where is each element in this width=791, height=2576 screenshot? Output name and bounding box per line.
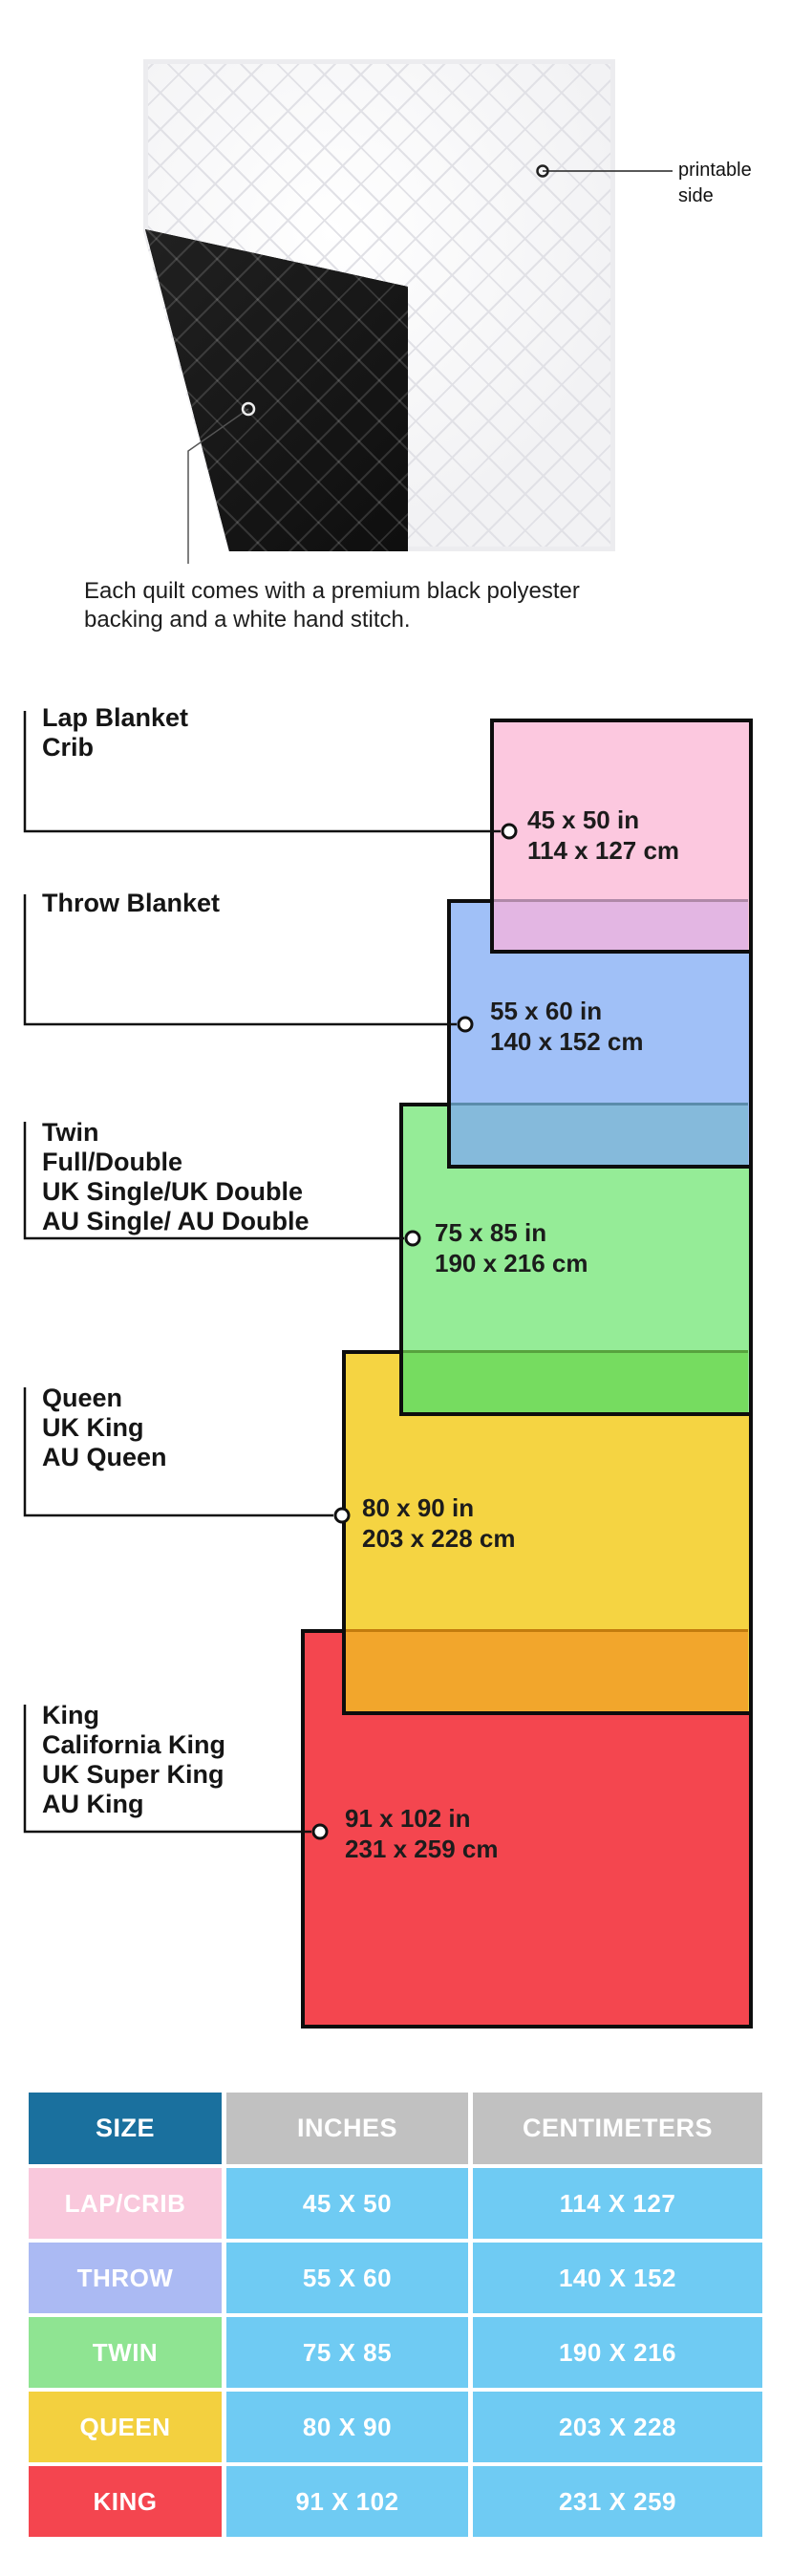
label-twin-line: UK Single/UK Double — [42, 1177, 304, 1206]
label-throw-line: Throw Blanket — [42, 889, 221, 917]
size-note-cm: 114 x 127 cm — [527, 836, 680, 865]
table-row-queen-cm: 203 X 228 — [473, 2392, 762, 2462]
size-note-inches: 80 x 90 in — [362, 1493, 475, 1522]
quilt-caption: Each quilt comes with a premium black po… — [84, 578, 580, 633]
table-row-twin-size: TWIN — [29, 2317, 222, 2388]
quilt-illustration — [143, 59, 615, 551]
size-note-lap: 45 x 50 in 114 x 127 cm — [527, 805, 679, 866]
label-queen-line: AU Queen — [42, 1443, 167, 1471]
label-throw: Throw Blanket — [42, 889, 220, 918]
table-row-king-inches: 91 X 102 — [226, 2466, 468, 2537]
label-king-line: AU King — [42, 1790, 144, 1818]
table-header-size: SIZE — [29, 2093, 222, 2164]
overlap-queen-king — [346, 1629, 748, 1711]
label-twin-line: Full/Double — [42, 1148, 182, 1176]
table-row-king-size: KING — [29, 2466, 222, 2537]
table-row-twin-cm: 190 X 216 — [473, 2317, 762, 2388]
label-twin-line: AU Single/ AU Double — [42, 1207, 310, 1235]
table-row-lap-size: LAP/CRIB — [29, 2168, 222, 2239]
label-king-line: California King — [42, 1730, 226, 1759]
size-note-cm: 140 x 152 cm — [490, 1027, 644, 1056]
table-row-king-cm: 231 X 259 — [473, 2466, 762, 2537]
size-table: SIZE INCHES CENTIMETERS LAP/CRIB 45 X 50… — [29, 2093, 762, 2537]
table-row-queen-inches: 80 X 90 — [226, 2392, 468, 2462]
table-row-twin-inches: 75 X 85 — [226, 2317, 468, 2388]
overlap-twin-queen — [403, 1350, 748, 1412]
label-lap: Lap Blanket Crib — [42, 703, 188, 762]
label-twin-line: Twin — [42, 1118, 99, 1147]
label-lap-line: Lap Blanket — [42, 703, 189, 732]
overlap-twin-throw — [451, 1103, 748, 1165]
printable-side-label: printable side — [678, 160, 752, 206]
size-note-twin: 75 x 85 in 190 x 216 cm — [435, 1217, 588, 1278]
label-lap-line: Crib — [42, 733, 94, 762]
table-row-throw-inches: 55 X 60 — [226, 2243, 468, 2313]
label-king: King California King UK Super King AU Ki… — [42, 1701, 225, 1819]
overlap-lap-throw — [494, 899, 748, 950]
label-queen-line: Queen — [42, 1384, 123, 1412]
table-header-centimeters: CENTIMETERS — [473, 2093, 762, 2164]
table-row-lap-cm: 114 X 127 — [473, 2168, 762, 2239]
size-note-queen: 80 x 90 in 203 x 228 cm — [362, 1492, 515, 1554]
size-note-inches: 75 x 85 in — [435, 1218, 547, 1247]
label-queen: Queen UK King AU Queen — [42, 1384, 167, 1472]
size-note-inches: 45 x 50 in — [527, 805, 640, 834]
label-twin: Twin Full/Double UK Single/UK Double AU … — [42, 1118, 310, 1236]
table-header-inches: INCHES — [226, 2093, 468, 2164]
size-note-cm: 190 x 216 cm — [435, 1249, 588, 1277]
size-note-king: 91 x 102 in 231 x 259 cm — [345, 1803, 498, 1864]
size-note-throw: 55 x 60 in 140 x 152 cm — [490, 996, 643, 1057]
table-row-lap-inches: 45 X 50 — [226, 2168, 468, 2239]
table-row-throw-cm: 140 X 152 — [473, 2243, 762, 2313]
size-note-cm: 231 x 259 cm — [345, 1835, 499, 1863]
table-row-throw-size: THROW — [29, 2243, 222, 2313]
label-king-line: King — [42, 1701, 99, 1729]
table-row-queen-size: QUEEN — [29, 2392, 222, 2462]
size-note-cm: 203 x 228 cm — [362, 1524, 516, 1553]
label-king-line: UK Super King — [42, 1760, 224, 1789]
size-note-inches: 91 x 102 in — [345, 1804, 471, 1833]
size-note-inches: 55 x 60 in — [490, 997, 603, 1025]
label-queen-line: UK King — [42, 1413, 144, 1442]
